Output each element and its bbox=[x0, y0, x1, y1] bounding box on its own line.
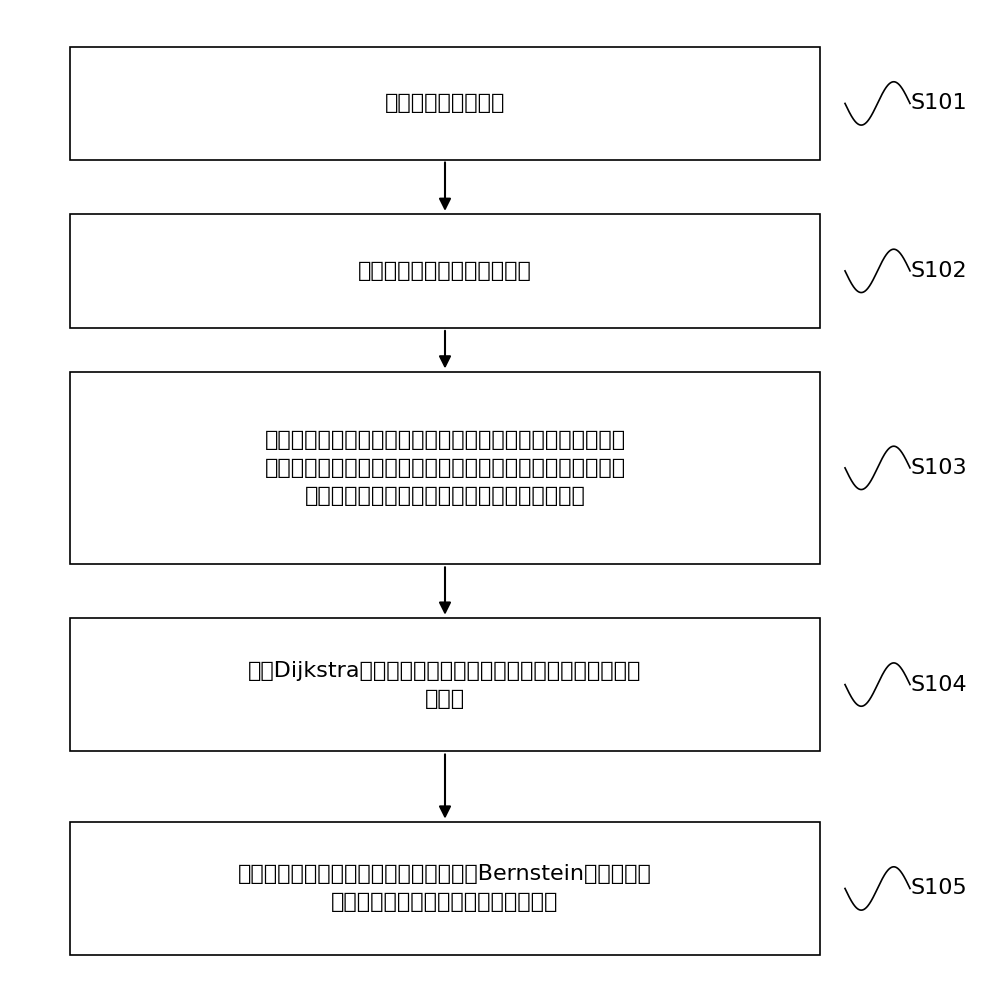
Bar bbox=[70, 821, 820, 955]
Bar bbox=[70, 371, 820, 563]
Bar bbox=[70, 46, 820, 160]
Text: 重复剪枝可行路径的运动走廊: 重复剪枝可行路径的运动走廊 bbox=[358, 261, 532, 281]
Text: 将最优运动走廊组合作为安全约束，基于Bernstein多项式基的
分段曲线轨迹公式生成机器人规划轨迹: 将最优运动走廊组合作为安全约束，基于Bernstein多项式基的 分段曲线轨迹公… bbox=[238, 865, 652, 912]
Text: S103: S103 bbox=[910, 458, 967, 478]
Bar bbox=[70, 215, 820, 327]
Text: 基于重复剪枝后的运动走廊之间的连通关系形成无向图，其中
每个运动走廊作为无向图的一个顶点，包含前端路径搜索路径
点的运动走廊之间的相交区域作为连接顶点的边: 基于重复剪枝后的运动走廊之间的连通关系形成无向图，其中 每个运动走廊作为无向图的… bbox=[264, 429, 626, 506]
Text: S101: S101 bbox=[910, 94, 967, 113]
Text: S105: S105 bbox=[910, 879, 967, 898]
Text: 获取机器人可行路径: 获取机器人可行路径 bbox=[385, 94, 505, 113]
Text: S104: S104 bbox=[910, 675, 967, 694]
Text: 基于Dijkstra算法及每条边的时间代价，搜索一组最优运动走
廊组合: 基于Dijkstra算法及每条边的时间代价，搜索一组最优运动走 廊组合 bbox=[248, 661, 642, 708]
Text: S102: S102 bbox=[910, 261, 967, 281]
Bar bbox=[70, 619, 820, 751]
